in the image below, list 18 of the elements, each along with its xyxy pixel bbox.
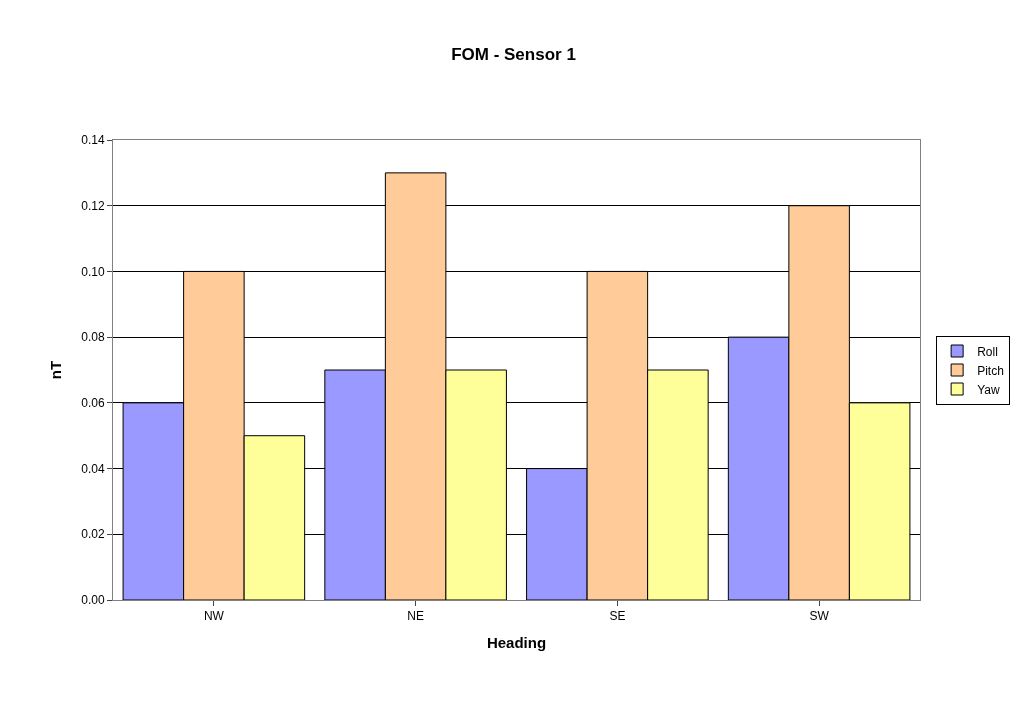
x-tick-label: SE xyxy=(609,609,626,624)
y-tick-label: 0.04 xyxy=(81,461,105,476)
legend-label: Roll xyxy=(977,344,998,359)
y-tick-label: 0.00 xyxy=(81,593,105,608)
y-axis-title: nT xyxy=(47,360,65,380)
x-tick-label: NW xyxy=(203,609,225,624)
y-tick-label: 0.14 xyxy=(81,133,105,148)
x-tick-label: NE xyxy=(407,609,424,624)
y-tick-label: 0.12 xyxy=(81,198,105,213)
chart-title: FOM - Sensor 1 xyxy=(451,44,576,64)
x-axis-title: Heading xyxy=(486,634,547,652)
y-tick-label: 0.10 xyxy=(81,264,105,279)
y-tick-label: 0.02 xyxy=(81,527,105,542)
legend-label: Yaw xyxy=(977,382,1000,397)
y-tick-label: 0.06 xyxy=(81,396,105,411)
y-tick-label: 0.08 xyxy=(81,330,105,345)
x-tick-label: SW xyxy=(809,609,830,624)
legend-label: Pitch xyxy=(977,363,1004,378)
